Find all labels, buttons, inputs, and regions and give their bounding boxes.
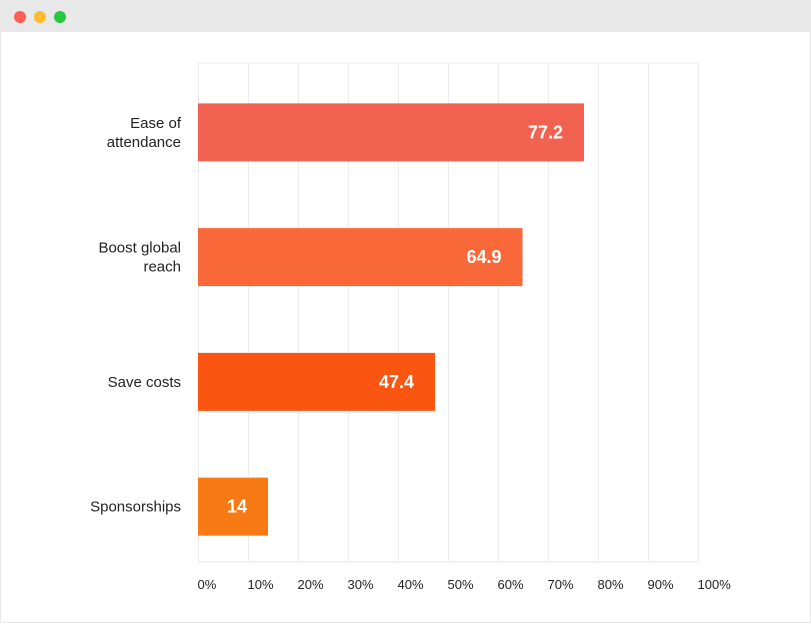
x-tick-label: 60%	[498, 577, 524, 592]
x-tick-label: 70%	[548, 577, 574, 592]
close-button[interactable]	[14, 11, 26, 23]
category-label: attendance	[107, 134, 181, 151]
window-titlebar	[0, 0, 811, 32]
bar	[198, 352, 435, 411]
bar	[198, 103, 584, 162]
x-tick-label: 80%	[598, 577, 624, 592]
bar	[198, 228, 523, 287]
x-tick-label: 20%	[298, 577, 324, 592]
category-label: Save costs	[108, 374, 181, 391]
bar-value-label: 47.4	[379, 372, 414, 392]
bar	[198, 477, 268, 536]
minimize-button[interactable]	[34, 11, 46, 23]
category-label: Sponsorships	[90, 499, 181, 516]
category-label: reach	[143, 259, 181, 276]
category-label: Ease of	[130, 115, 182, 132]
x-tick-label: 40%	[398, 577, 424, 592]
bar-value-label: 14	[227, 497, 247, 517]
bar-value-label: 77.2	[528, 122, 563, 142]
x-tick-label: 100%	[698, 577, 732, 592]
x-tick-label: 10%	[248, 577, 274, 592]
x-tick-label: 0%	[198, 577, 217, 592]
bar-value-label: 64.9	[466, 247, 501, 267]
category-label: Boost global	[98, 240, 181, 257]
maximize-button[interactable]	[54, 11, 66, 23]
x-tick-label: 50%	[448, 577, 474, 592]
x-tick-label: 90%	[648, 577, 674, 592]
x-tick-label: 30%	[348, 577, 374, 592]
